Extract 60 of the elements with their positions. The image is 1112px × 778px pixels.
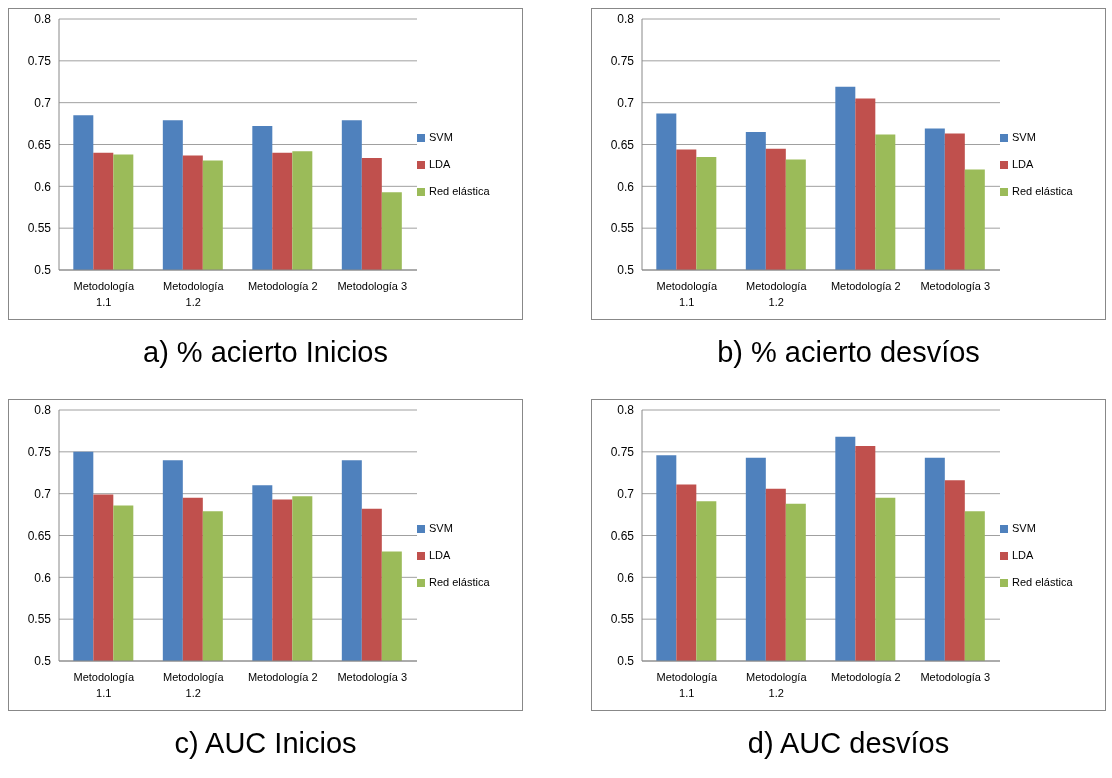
y-tick-label: 0.65 bbox=[610, 528, 635, 543]
legend-label: Red elástica bbox=[429, 575, 490, 588]
x-tick-label: Metodología 1.1 bbox=[656, 671, 718, 699]
text: a) % acierto Inicios bbox=[142, 336, 389, 369]
y-tick-label: 0.7 bbox=[617, 95, 635, 110]
x-tick-label: Metodología 3 bbox=[920, 671, 991, 683]
legend-label: Red elástica bbox=[1012, 184, 1073, 197]
legend-label: Red elástica bbox=[1012, 575, 1073, 588]
y-tick-label: 0.65 bbox=[27, 528, 52, 543]
y-tick-label: 0.7 bbox=[34, 95, 52, 110]
y-tick-label: 0.8 bbox=[34, 403, 52, 418]
y-tick-label: 0.55 bbox=[27, 221, 52, 236]
y-tick-label: 0.5 bbox=[34, 263, 52, 278]
x-tick-label: Metodología 2 bbox=[247, 671, 318, 683]
y-tick-label: 0.55 bbox=[610, 221, 635, 236]
y-tick-label: 0.75 bbox=[610, 54, 635, 69]
y-tick-label: 0.65 bbox=[27, 137, 52, 152]
y-tick-label: 0.75 bbox=[27, 445, 52, 460]
y-tick-label: 0.6 bbox=[617, 570, 635, 585]
legend-label: LDA bbox=[429, 548, 451, 561]
y-tick-label: 0.55 bbox=[610, 612, 635, 627]
y-tick-label: 0.5 bbox=[34, 654, 52, 669]
x-tick-label: Metodología 1.1 bbox=[73, 280, 135, 308]
text: b) % acierto desvíos bbox=[716, 336, 981, 369]
x-tick-label: Metodología 1.2 bbox=[162, 671, 225, 699]
legend-label: SVM bbox=[1012, 130, 1036, 143]
x-tick-label: Metodología 1.1 bbox=[656, 280, 718, 308]
y-tick-label: 0.75 bbox=[610, 445, 635, 460]
x-tick-label: Metodología 2 bbox=[830, 671, 901, 683]
x-tick-label: Metodología 2 bbox=[830, 280, 901, 292]
legend-label: SVM bbox=[1012, 521, 1036, 534]
legend-label: LDA bbox=[429, 157, 451, 170]
legend-label: LDA bbox=[1012, 157, 1034, 170]
y-tick-label: 0.6 bbox=[617, 179, 635, 194]
y-tick-label: 0.8 bbox=[617, 12, 635, 27]
y-tick-label: 0.5 bbox=[617, 263, 635, 278]
text: d) AUC desvíos bbox=[746, 727, 951, 760]
y-tick-label: 0.6 bbox=[34, 570, 52, 585]
x-tick-label: Metodología 3 bbox=[337, 671, 408, 683]
y-tick-label: 0.7 bbox=[34, 486, 52, 501]
y-tick-label: 0.5 bbox=[617, 654, 635, 669]
x-tick-label: Metodología 1.2 bbox=[162, 280, 225, 308]
x-tick-label: Metodología 3 bbox=[337, 280, 408, 292]
y-tick-label: 0.65 bbox=[610, 137, 635, 152]
legend-label: SVM bbox=[429, 521, 453, 534]
y-tick-label: 0.8 bbox=[617, 403, 635, 418]
x-tick-label: Metodología 1.1 bbox=[73, 671, 135, 699]
legend-label: Red elástica bbox=[429, 184, 490, 197]
y-tick-label: 0.55 bbox=[27, 612, 52, 627]
y-tick-label: 0.8 bbox=[34, 12, 52, 27]
legend-label: SVM bbox=[429, 130, 453, 143]
legend-label: LDA bbox=[1012, 548, 1034, 561]
y-tick-label: 0.7 bbox=[617, 486, 635, 501]
y-tick-label: 0.6 bbox=[34, 179, 52, 194]
x-tick-label: Metodología 2 bbox=[247, 280, 318, 292]
text: c) AUC Inicios bbox=[173, 727, 358, 760]
x-tick-label: Metodología 1.2 bbox=[745, 671, 808, 699]
x-tick-label: Metodología 1.2 bbox=[745, 280, 808, 308]
x-tick-label: Metodología 3 bbox=[920, 280, 991, 292]
y-tick-label: 0.75 bbox=[27, 54, 52, 69]
